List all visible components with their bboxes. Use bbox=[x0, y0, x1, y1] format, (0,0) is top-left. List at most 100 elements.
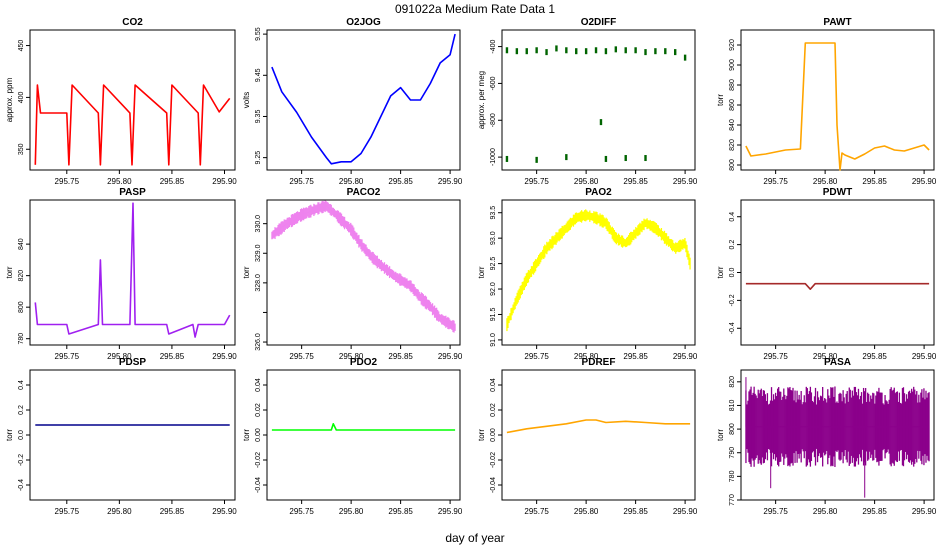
data-point bbox=[545, 49, 548, 56]
x-tick-label: 295.75 bbox=[524, 177, 549, 186]
plot-frame bbox=[266, 369, 461, 501]
x-tick-label: 295.85 bbox=[862, 352, 887, 361]
y-axis-label: torr bbox=[5, 429, 14, 441]
y-tick-label: 0.2 bbox=[18, 405, 25, 415]
panel-title: PASA bbox=[824, 357, 851, 368]
y-tick-label: 350 bbox=[18, 143, 25, 155]
y-tick-label: 329.0 bbox=[255, 244, 262, 262]
data-point bbox=[614, 46, 618, 53]
x-tick-label: 295.80 bbox=[813, 177, 838, 186]
plot-frame bbox=[740, 199, 935, 346]
y-tick-label: -0.2 bbox=[18, 454, 25, 466]
plot-frame bbox=[501, 29, 696, 171]
data-point bbox=[555, 45, 558, 52]
series-line bbox=[745, 282, 930, 290]
data-point bbox=[565, 47, 568, 54]
series-line bbox=[34, 202, 231, 338]
x-tick-label: 295.80 bbox=[107, 352, 132, 361]
plot-frame bbox=[501, 369, 696, 501]
panel-o2diff: O2DIFF approx. per meg 295.75 295.80 295.85 2… bbox=[477, 17, 698, 186]
x-tick-label: 295.90 bbox=[912, 177, 937, 186]
y-tick-label: 91.5 bbox=[490, 308, 497, 322]
x-tick-label: 295.75 bbox=[524, 507, 549, 516]
y-tick-label: 92.5 bbox=[490, 257, 497, 271]
plot-frame bbox=[266, 199, 461, 346]
x-tick-label: 295.80 bbox=[107, 177, 132, 186]
series-line bbox=[506, 419, 691, 434]
x-tick-label: 295.75 bbox=[289, 352, 314, 361]
x-tick-label: 295.85 bbox=[862, 177, 887, 186]
panel-co2: CO2 approx. ppm 295.75 295.80 295.85 295.90 35… bbox=[5, 17, 237, 186]
x-tick-label: 295.75 bbox=[524, 352, 549, 361]
data-point bbox=[594, 47, 598, 54]
x-tick-label: 295.75 bbox=[763, 352, 788, 361]
y-tick-label: 880 bbox=[729, 79, 736, 91]
y-axis-label: torr bbox=[716, 266, 725, 278]
x-tick-label: 295.85 bbox=[388, 177, 413, 186]
data-point bbox=[624, 47, 627, 54]
data-point bbox=[654, 48, 657, 55]
x-tick-label: 295.75 bbox=[289, 507, 314, 516]
x-tick-label: 295.85 bbox=[160, 352, 185, 361]
x-tick-label: 295.90 bbox=[673, 177, 698, 186]
x-tick-label: 295.90 bbox=[912, 507, 937, 516]
x-tick-label: 295.80 bbox=[339, 352, 364, 361]
y-axis-label: torr bbox=[242, 429, 251, 441]
y-tick-label: 840 bbox=[729, 119, 736, 131]
x-tick-label: 295.90 bbox=[438, 177, 463, 186]
y-tick-label: 9.45 bbox=[255, 68, 262, 82]
y-tick-label: 0.2 bbox=[729, 240, 736, 250]
data-point bbox=[584, 48, 588, 55]
y-tick-label: 820 bbox=[18, 270, 25, 282]
y-tick-label: 93.0 bbox=[490, 231, 497, 245]
series-line bbox=[271, 205, 456, 328]
panel-title: O2DIFF bbox=[581, 17, 617, 28]
x-tick-label: 295.90 bbox=[912, 352, 937, 361]
y-tick-label: 9.25 bbox=[255, 151, 262, 165]
y-tick-label: 790 bbox=[729, 447, 736, 459]
plot-frame bbox=[29, 29, 236, 171]
y-axis-label: torr bbox=[5, 266, 14, 278]
panel-title: PACO2 bbox=[347, 187, 381, 198]
x-tick-label: 295.90 bbox=[212, 352, 237, 361]
y-tick-label: -0.04 bbox=[490, 477, 497, 493]
y-tick-label: 450 bbox=[18, 40, 25, 52]
y-tick-label: 780 bbox=[729, 470, 736, 482]
x-tick-label: 295.90 bbox=[673, 352, 698, 361]
x-tick-label: 295.80 bbox=[813, 507, 838, 516]
y-tick-label: 0.04 bbox=[255, 378, 262, 392]
y-tick-label: 0.00 bbox=[255, 428, 262, 442]
y-tick-label: -1000 bbox=[490, 148, 497, 166]
y-tick-label: -600 bbox=[490, 76, 497, 90]
y-axis-label: torr bbox=[477, 429, 486, 441]
panel-paco2: PACO2 torr 295.75 295.80 295.85 295.90 326.0 32… bbox=[242, 187, 463, 361]
y-tick-label: -0.4 bbox=[729, 322, 736, 334]
x-tick-label: 295.85 bbox=[623, 352, 648, 361]
data-point bbox=[505, 47, 509, 54]
y-tick-label: 93.5 bbox=[490, 206, 497, 220]
y-tick-label: 800 bbox=[18, 301, 25, 313]
data-point bbox=[565, 154, 568, 161]
panel-pdwt: PDWT torr 295.75 295.80 295.85 295.90 -0.4 -0.2… bbox=[716, 187, 937, 361]
x-tick-label: 295.90 bbox=[438, 352, 463, 361]
panel-pasp: PASP torr 295.75 295.80 295.85 295.90 780 800 82… bbox=[5, 187, 237, 361]
y-tick-label: 810 bbox=[729, 400, 736, 412]
panel-title: PDO2 bbox=[350, 357, 378, 368]
y-tick-label: 91.0 bbox=[490, 333, 497, 347]
y-axis-label: volts bbox=[242, 92, 251, 108]
y-tick-label: 800 bbox=[729, 159, 736, 171]
y-tick-label: 0.4 bbox=[18, 380, 25, 390]
panel-title: PDSP bbox=[119, 357, 147, 368]
x-tick-label: 295.85 bbox=[388, 352, 413, 361]
plot-frame bbox=[740, 369, 935, 501]
x-tick-label: 295.85 bbox=[623, 507, 648, 516]
y-tick-label: -0.02 bbox=[255, 452, 262, 468]
plot-frame bbox=[29, 369, 236, 501]
series-line bbox=[34, 84, 231, 166]
panel-title: PAO2 bbox=[585, 187, 612, 198]
x-tick-label: 295.75 bbox=[55, 352, 80, 361]
y-tick-label: 800 bbox=[729, 423, 736, 435]
y-tick-label: -0.02 bbox=[490, 452, 497, 468]
y-axis-label: torr bbox=[242, 266, 251, 278]
y-tick-label: -400 bbox=[490, 39, 497, 53]
